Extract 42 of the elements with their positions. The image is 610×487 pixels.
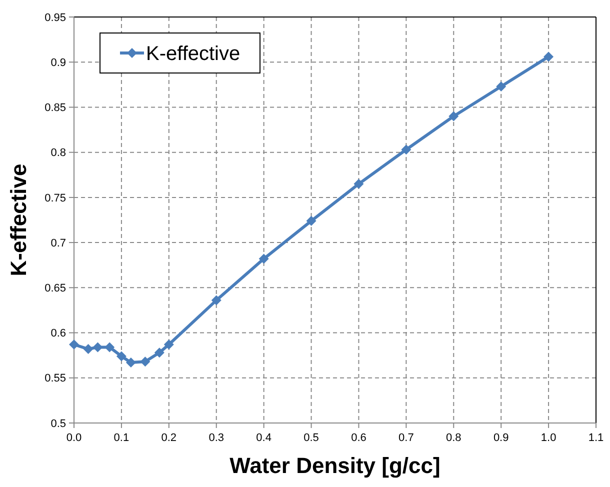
point <box>448 111 459 122</box>
x-tick-label: 0.3 <box>208 432 224 444</box>
point <box>496 81 506 92</box>
point <box>211 295 222 306</box>
y-tick-label: 0.65 <box>44 282 66 295</box>
y-tick-label: 0.9 <box>50 56 66 69</box>
point <box>104 342 115 352</box>
x-tick-label: 0.6 <box>351 432 366 444</box>
point <box>164 340 174 350</box>
point <box>258 254 269 264</box>
y-tick-label: 0.95 <box>44 12 66 24</box>
point <box>116 351 126 362</box>
y-tick-label: 0.7 <box>50 237 66 250</box>
y-tick-label: 0.85 <box>44 102 66 114</box>
y-tick-label: 0.75 <box>44 192 66 204</box>
point <box>140 356 150 367</box>
x-tick-label: 0.5 <box>304 432 319 444</box>
point <box>83 344 94 354</box>
point <box>401 144 412 155</box>
point <box>154 348 164 358</box>
x-tick-label: 0.1 <box>114 432 130 444</box>
point <box>544 52 554 62</box>
legend-label: K-effective <box>146 43 240 65</box>
point <box>306 216 316 226</box>
x-tick-label: 0.8 <box>446 432 462 444</box>
x-tick-label: 0.4 <box>256 432 272 444</box>
point <box>92 342 103 352</box>
x-tick-label: 0.2 <box>161 432 177 444</box>
x-tick-label: 0.9 <box>493 432 509 444</box>
x-tick-label: 0.7 <box>398 432 414 444</box>
y-tick-label: 0.55 <box>44 372 66 385</box>
point <box>354 178 364 189</box>
y-axis-title: K-effective <box>6 164 31 276</box>
point <box>69 340 79 350</box>
x-tick-label: 1.0 <box>540 432 556 444</box>
x-tick-label: 1.1 <box>588 432 604 444</box>
y-tick-label: 0.5 <box>50 418 66 430</box>
point <box>126 358 136 368</box>
y-tick-label: 0.8 <box>50 147 66 160</box>
y-tick-label: 0.6 <box>50 328 66 340</box>
x-axis-title: Water Density [g/cc] <box>230 453 440 478</box>
x-tick-label: 0.0 <box>66 432 82 444</box>
